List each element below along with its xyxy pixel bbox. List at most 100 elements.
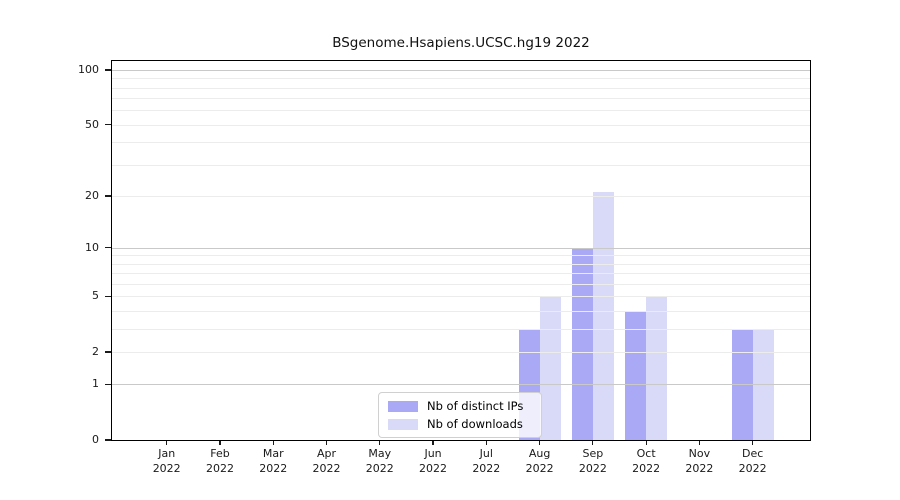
- x-axis-year-label: 2022: [525, 461, 554, 475]
- gridline-minor: [112, 87, 810, 89]
- x-axis-year-label: 2022: [259, 461, 288, 475]
- legend-label-downloads: Nb of downloads: [427, 417, 523, 431]
- y-axis-tick-mark: [105, 351, 111, 353]
- legend: Nb of distinct IPs Nb of downloads: [378, 392, 542, 438]
- legend-label-distinct-ips: Nb of distinct IPs: [427, 399, 524, 413]
- plot-area: [112, 61, 810, 440]
- x-axis-tick-mark: [698, 440, 700, 445]
- gridline-minor: [112, 328, 810, 330]
- chart-title: BSgenome.Hsapiens.UCSC.hg19 2022: [332, 35, 590, 51]
- gridline-minor: [112, 296, 810, 298]
- x-axis-year-label: 2022: [685, 461, 714, 475]
- x-axis-year-label: 2022: [205, 461, 234, 475]
- x-axis-tick-mark: [645, 440, 647, 445]
- y-axis-tick-mark: [105, 295, 111, 297]
- x-axis-month-label: Jan: [158, 447, 176, 460]
- x-axis-tick-mark: [485, 440, 487, 445]
- x-axis-tick-label: Feb 2022: [188, 447, 252, 476]
- bar-distinct-ips-oct: [625, 310, 647, 440]
- y-axis-tick-mark: [105, 195, 111, 197]
- x-axis-year-label: 2022: [152, 461, 181, 475]
- x-axis-year-label: 2022: [472, 461, 501, 475]
- x-axis-month-label: Dec: [742, 447, 764, 460]
- x-axis-month-label: Nov: [688, 447, 711, 460]
- x-axis-tick-label: Aug 2022: [508, 447, 572, 476]
- bar-downloads-sep: [592, 192, 614, 440]
- bar-downloads-dec: [752, 328, 774, 440]
- bar-distinct-ips-sep: [571, 247, 593, 440]
- y-axis-tick-label: 100: [78, 63, 99, 76]
- y-axis-tick-label: 20: [85, 188, 99, 202]
- legend-swatch-downloads: [388, 418, 418, 430]
- x-axis-tick-mark: [272, 440, 274, 445]
- y-axis-tick-mark: [105, 69, 111, 71]
- x-axis-month-label: May: [368, 447, 392, 460]
- y-axis-tick-label: 50: [85, 117, 99, 131]
- x-axis-tick-label: Dec 2022: [721, 447, 785, 476]
- x-axis-tick-mark: [432, 440, 434, 445]
- gridline-minor: [112, 310, 810, 312]
- x-axis-tick-label: Mar 2022: [241, 447, 305, 476]
- gridline-major: [112, 384, 810, 386]
- gridline-minor: [112, 273, 810, 275]
- x-axis-tick-mark: [166, 440, 168, 445]
- x-axis-tick-label: Apr 2022: [295, 447, 359, 476]
- y-axis-tick-label: 2: [92, 344, 99, 358]
- x-axis-tick-label: Nov 2022: [667, 447, 731, 476]
- gridline-minor: [112, 142, 810, 144]
- y-axis-tick-mark: [105, 383, 111, 386]
- gridline-minor: [112, 124, 810, 126]
- gridline-minor: [112, 263, 810, 265]
- y-axis-tick-label: 1: [92, 377, 99, 391]
- gridline-minor: [112, 351, 810, 353]
- x-axis-month-label: Jun: [424, 447, 442, 460]
- x-axis-month-label: Jul: [479, 447, 493, 460]
- x-axis-year-label: 2022: [632, 461, 661, 475]
- bar-distinct-ips-dec: [731, 328, 753, 440]
- gridline-minor: [112, 98, 810, 100]
- y-axis-tick-mark: [105, 439, 111, 441]
- x-axis-year-label: 2022: [738, 461, 767, 475]
- bar-downloads-oct: [646, 296, 668, 440]
- x-axis-tick-label: Jul 2022: [454, 447, 518, 476]
- x-axis-month-label: Mar: [262, 447, 284, 460]
- x-axis-tick-mark: [219, 440, 221, 445]
- legend-swatch-distinct-ips: [388, 400, 418, 412]
- x-axis-tick-label: Oct 2022: [614, 447, 678, 476]
- x-axis-tick-mark: [325, 440, 328, 445]
- x-axis-tick-label: Jan 2022: [135, 447, 199, 476]
- x-axis-tick-label: Sep 2022: [561, 447, 625, 476]
- x-axis-year-label: 2022: [578, 461, 607, 475]
- gridline-major: [112, 247, 810, 249]
- x-axis-year-label: 2022: [312, 461, 341, 475]
- y-axis-tick-label: 10: [85, 240, 99, 254]
- x-axis-tick-mark: [538, 440, 541, 445]
- gridline-minor: [112, 78, 810, 80]
- gridline-minor: [112, 110, 810, 112]
- y-axis-tick-mark: [105, 124, 111, 126]
- x-axis-month-label: Feb: [210, 447, 230, 460]
- bar-downloads-aug: [539, 296, 561, 440]
- x-axis-tick-mark: [592, 440, 594, 445]
- y-axis-tick-label: 5: [92, 289, 99, 303]
- x-axis-year-label: 2022: [365, 461, 394, 475]
- x-axis-tick-label: Jun 2022: [401, 447, 465, 476]
- gridline-minor: [112, 255, 810, 257]
- x-axis-tick-label: May 2022: [348, 447, 412, 476]
- legend-entry-downloads: Nb of downloads: [388, 417, 541, 431]
- y-axis-tick-mark: [105, 247, 111, 249]
- x-axis-month-label: Sep: [582, 447, 604, 460]
- x-axis-year-label: 2022: [419, 461, 448, 475]
- legend-entry-distinct-ips: Nb of distinct IPs: [388, 399, 541, 413]
- gridline-minor: [112, 283, 810, 285]
- x-axis-month-label: Oct: [636, 447, 656, 460]
- gridline-major: [112, 70, 810, 71]
- y-axis-tick-label: 0: [92, 433, 99, 446]
- x-axis-tick-mark: [752, 440, 754, 445]
- gridline-minor: [112, 164, 810, 166]
- x-axis-tick-mark: [379, 440, 381, 445]
- gridline-minor: [112, 195, 810, 197]
- x-axis-month-label: Apr: [316, 447, 337, 460]
- x-axis-month-label: Aug: [528, 447, 551, 460]
